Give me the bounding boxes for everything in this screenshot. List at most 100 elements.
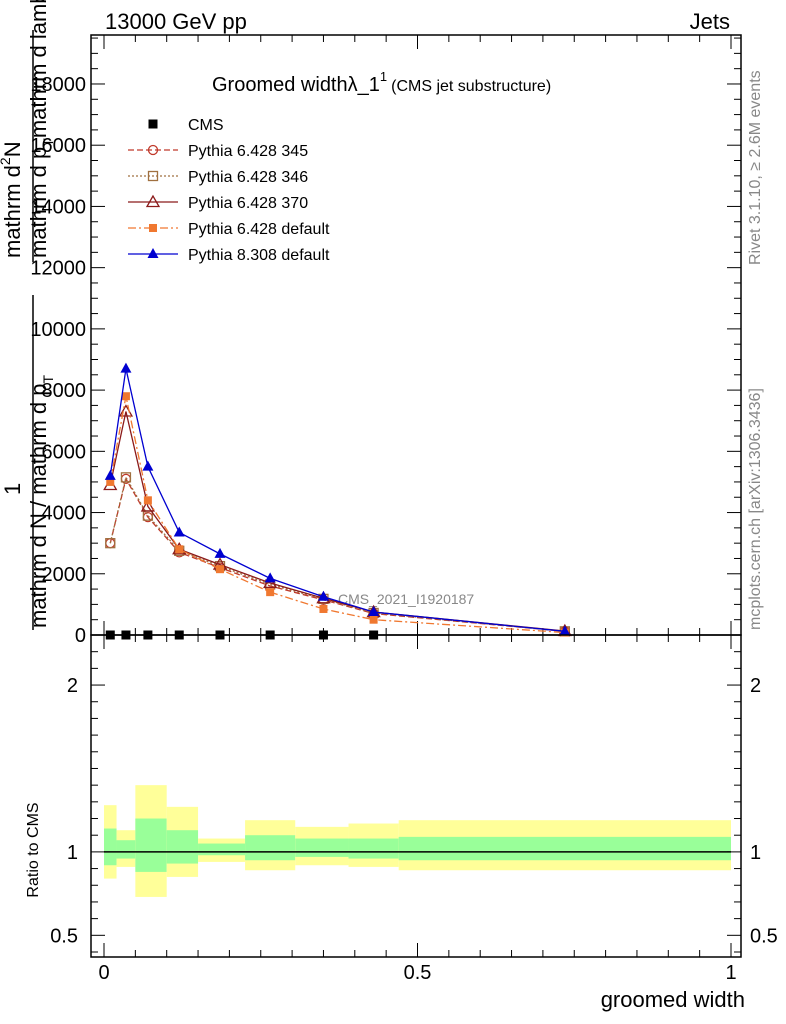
ylabel-part-a: mathrm d <box>0 165 25 258</box>
data-point <box>369 615 378 624</box>
ylabel-numerator: mathrm d2N <box>0 141 25 258</box>
series-group <box>103 362 572 640</box>
chart-title-note: (CMS jet substructure) <box>391 78 551 95</box>
inner-band <box>166 830 199 864</box>
data-point <box>319 604 328 613</box>
main-y-axis-label: mathrm d2N mathrm d pTmathrm d lambda 1 … <box>0 0 56 630</box>
y-tick-label: 0 <box>75 625 86 647</box>
ratio-y-tick-label: 2 <box>67 675 78 697</box>
series-line <box>109 475 565 632</box>
inner-band <box>348 838 399 859</box>
data-point <box>559 625 571 636</box>
ylabel-part-c: mathrm d p <box>26 147 51 258</box>
data-point <box>264 572 276 583</box>
legend-item: Pythia 6.428 default <box>128 221 330 238</box>
data-point <box>147 144 159 156</box>
ratio-y-tick-label-right: 2 <box>750 675 761 697</box>
data-point <box>148 119 158 129</box>
y-tick-label: 6000 <box>42 441 87 463</box>
mcplots-label: mcplots.cern.ch [arXiv:1306.3436] <box>747 388 764 630</box>
ratio-y-tick-label: 0.5 <box>50 925 78 947</box>
ylabel-part-h: T <box>40 374 56 383</box>
data-point <box>105 538 116 549</box>
data-point <box>317 590 329 601</box>
y-tick-label: 18000 <box>30 74 86 96</box>
x-tick-label: 0.5 <box>404 962 432 984</box>
ylabel-sup: 2 <box>0 157 13 165</box>
inner-band <box>104 828 117 866</box>
legend-label: Pythia 6.428 345 <box>188 143 308 160</box>
data-point <box>143 496 152 505</box>
legend-label: Pythia 8.308 default <box>188 247 330 264</box>
data-point <box>149 224 157 232</box>
y-tick-label: 16000 <box>30 135 86 157</box>
x-tick-label: 0 <box>98 962 109 984</box>
data-point <box>106 477 115 486</box>
data-point <box>147 170 159 182</box>
ylabel-part-b: N <box>0 141 25 157</box>
data-point <box>142 460 154 471</box>
ratio-y-tick-label-right: 0.5 <box>750 925 778 947</box>
ratio-y-tick-label: 1 <box>67 842 78 864</box>
data-point <box>215 565 224 574</box>
legend: CMS Pythia 6.428 345 Pythia 6.428 346 Pythi… <box>128 117 330 264</box>
data-point <box>147 248 159 258</box>
ratio-y-tick-label-right: 1 <box>750 842 761 864</box>
legend-item: Pythia 6.428 370 <box>128 194 308 212</box>
y-tick-label: 8000 <box>42 380 87 402</box>
ylabel-part-e: mathrm d lambda <box>26 0 51 138</box>
ylabel-one: 1 <box>0 483 25 495</box>
x-axis: 0 0.5 1 <box>98 635 737 984</box>
analysis-watermark: CMS_2021_I1920187 <box>338 591 474 607</box>
inner-band <box>295 838 349 857</box>
legend-item: Pythia 8.308 default <box>128 247 330 264</box>
legend-label: Pythia 6.428 346 <box>188 169 308 186</box>
data-point <box>120 472 132 483</box>
ratio-plot-panel: 0.5 0.51 12 2 0 0.5 1 Ratio to CMS groomed wi… <box>25 634 778 1012</box>
energy-label: 13000 GeV pp <box>105 9 247 34</box>
inner-band <box>116 840 136 859</box>
chart-title-superscript: 1 <box>380 69 387 84</box>
inner-band <box>135 818 167 872</box>
legend-item: CMS <box>148 117 224 134</box>
legend-item: Pythia 6.428 346 <box>128 169 308 186</box>
ylabel-normalization: mathrm d N / mathrm d pT <box>26 374 56 628</box>
category-label: Jets <box>690 9 730 34</box>
chart-title: Groomed widthλ_11 (CMS jet substructure) <box>212 69 551 96</box>
inner-band <box>198 843 246 856</box>
data-point <box>175 545 184 554</box>
data-point <box>173 526 185 537</box>
ratio-bands <box>104 785 731 897</box>
y-tick-label: 12000 <box>30 258 86 280</box>
series-p8 <box>104 362 571 636</box>
ylabel-denominator: mathrm d pTmathrm d lambda <box>26 0 56 258</box>
legend-label: Pythia 6.428 370 <box>188 195 308 212</box>
legend-item: Pythia 6.428 345 <box>128 143 308 160</box>
main-y-axis: 0 2000 4000 6000 8000 10000 12000 14000 16000 180… <box>30 37 741 647</box>
data-point <box>104 469 116 480</box>
x-axis-label: groomed width <box>601 987 745 1012</box>
legend-label: Pythia 6.428 default <box>188 221 330 238</box>
ratio-frame <box>90 634 742 958</box>
data-point <box>120 362 132 373</box>
inner-band <box>398 836 731 861</box>
data-point <box>145 194 161 208</box>
chart-title-main: Groomed widthλ_1 <box>212 74 380 96</box>
ratio-y-label: Ratio to CMS <box>25 802 42 897</box>
data-point <box>121 392 130 401</box>
ylabel-part-g: mathrm d N / mathrm d p <box>26 383 51 628</box>
ylabel-part-d: T <box>40 138 56 147</box>
y-tick-label: 2000 <box>42 564 87 586</box>
main-plot-panel: 0 2000 4000 6000 8000 10000 12000 14000 16000 180… <box>30 34 742 647</box>
y-tick-label: 14000 <box>30 196 86 218</box>
ratio-y-axis: 0.5 0.5 1 1 2 2 <box>50 651 778 953</box>
x-tick-label: 1 <box>725 962 736 984</box>
main-x-ticks <box>103 35 732 635</box>
y-tick-label: 4000 <box>42 503 87 525</box>
legend-label: CMS <box>188 117 224 134</box>
y-tick-label: 10000 <box>30 319 86 341</box>
inner-band <box>245 835 296 861</box>
rivet-label: Rivet 3.1.10, ≥ 2.6M events <box>747 70 764 265</box>
data-point <box>368 606 380 617</box>
